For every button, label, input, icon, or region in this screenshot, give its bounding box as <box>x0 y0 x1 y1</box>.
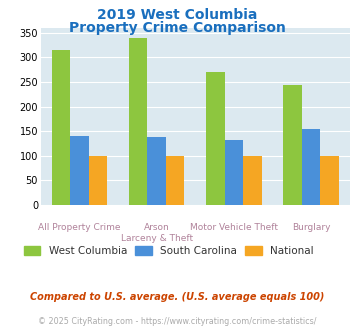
Bar <box>129 38 147 205</box>
Text: Compared to U.S. average. (U.S. average equals 100): Compared to U.S. average. (U.S. average … <box>30 292 325 302</box>
Bar <box>89 155 107 205</box>
Text: 2019 West Columbia: 2019 West Columbia <box>97 8 258 22</box>
Text: All Property Crime: All Property Crime <box>38 223 121 232</box>
Text: Burglary: Burglary <box>292 223 330 232</box>
Bar <box>147 137 166 205</box>
Bar <box>320 155 339 205</box>
Text: Motor Vehicle Theft: Motor Vehicle Theft <box>190 223 278 232</box>
Bar <box>225 140 243 205</box>
Text: Larceny & Theft: Larceny & Theft <box>121 234 193 243</box>
Bar <box>51 50 70 205</box>
Legend: West Columbia, South Carolina, National: West Columbia, South Carolina, National <box>20 242 318 260</box>
Text: © 2025 CityRating.com - https://www.cityrating.com/crime-statistics/: © 2025 CityRating.com - https://www.city… <box>38 317 317 326</box>
Bar <box>302 129 320 205</box>
Text: Arson: Arson <box>144 223 170 232</box>
Bar <box>206 72 225 205</box>
Text: Property Crime Comparison: Property Crime Comparison <box>69 21 286 35</box>
Bar <box>166 155 185 205</box>
Bar <box>243 155 262 205</box>
Bar <box>283 85 302 205</box>
Bar <box>70 136 89 205</box>
